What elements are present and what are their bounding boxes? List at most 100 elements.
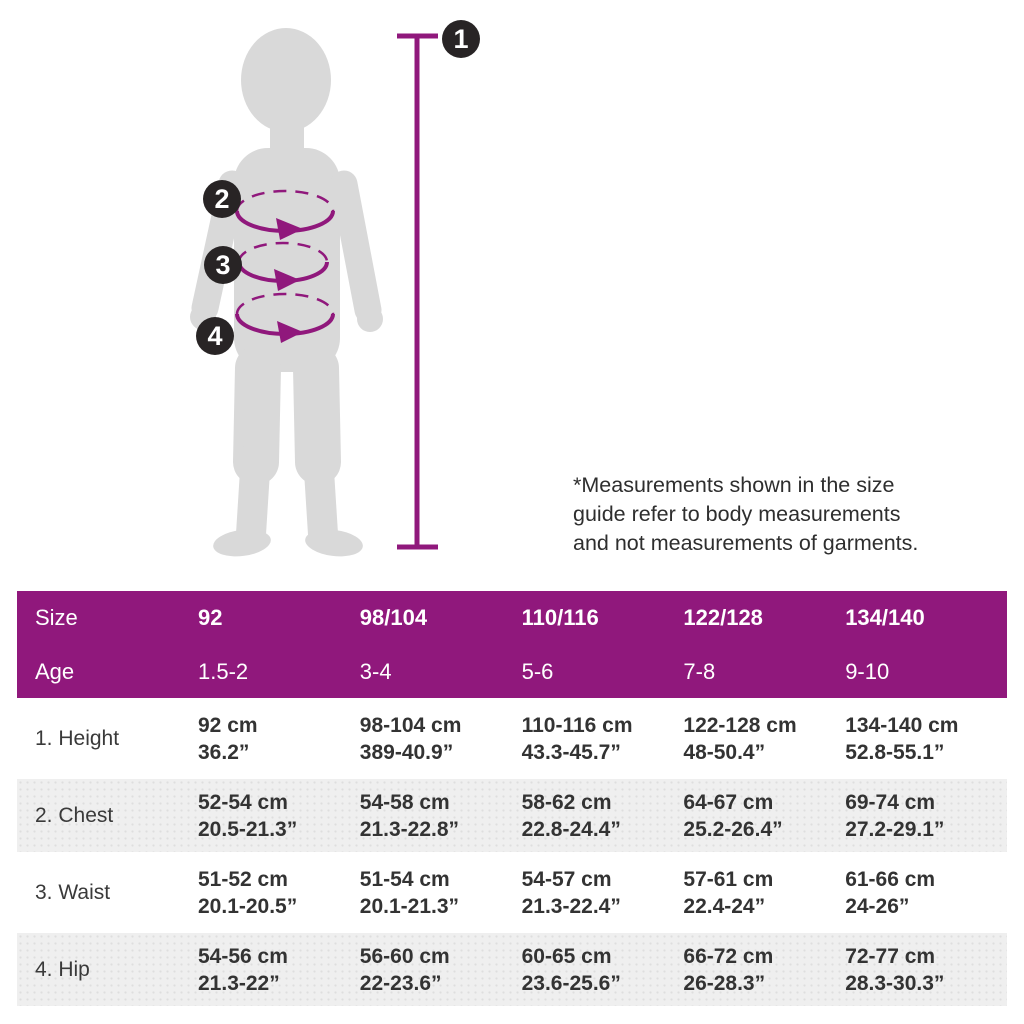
badge-4-circle (196, 317, 234, 355)
cm-value: 72-77 cm (845, 944, 936, 968)
inch-value: 48-50.4” (683, 740, 766, 764)
inch-value: 26-28.3” (683, 971, 766, 995)
header-size-92: 92 (198, 605, 223, 630)
body-measurement-figure: 1 2 3 4 (190, 20, 480, 557)
badge-2-number: 2 (214, 184, 229, 214)
waist-measure-ellipse (237, 241, 329, 291)
height-measure-line (397, 33, 438, 550)
silhouette-torso (234, 148, 340, 372)
badge-4-number: 4 (207, 321, 222, 351)
child-silhouette (190, 28, 383, 557)
cm-value: 57-61 cm (683, 867, 774, 891)
badge-3-number: 3 (215, 250, 230, 280)
waist-cell-3: 54-57 cm 21.3-22.4” (522, 866, 684, 920)
inch-value: 25.2-26.4” (683, 817, 783, 841)
hip-cell-1: 54-56 cm 21.3-22” (198, 943, 360, 997)
badge-chest: 2 (203, 180, 241, 218)
cm-value: 52-54 cm (198, 790, 288, 814)
badge-1-circle (442, 20, 480, 58)
inch-value: 20.1-21.3” (359, 894, 460, 918)
waist-ellipse-dashed-arc (237, 241, 329, 263)
silhouette-left-foot (213, 529, 271, 557)
height-cell-3: 110-116 cm 43.3-45.7” (522, 712, 684, 766)
badge-hip: 4 (196, 317, 234, 355)
measurements-note-line2: guide refer to body measurements (573, 502, 901, 526)
silhouette-neck (270, 112, 304, 152)
badge-waist: 3 (204, 246, 242, 284)
inch-value: 52.8-55.1” (845, 740, 945, 764)
chest-cell-3: 58-62 cm 22.8-24.4” (522, 789, 684, 843)
badge-3-circle (204, 246, 242, 284)
inch-value: 28.3-30.3” (845, 971, 945, 995)
hip-measure-ellipse (235, 292, 335, 343)
chest-cell-5: 69-74 cm 27.2-29.1” (845, 789, 1007, 843)
hip-ellipse-dashed-arc (235, 292, 335, 315)
height-cell-1: 92 cm 36.2” (198, 712, 360, 766)
size-table: Size 92 98/104 110/116 122/128 134/140 A… (17, 591, 1007, 1006)
cm-value: 69-74 cm (845, 790, 936, 814)
inch-value: 23.6-25.6” (521, 971, 621, 995)
height-cell-4: 122-128 cm 48-50.4” (683, 712, 845, 766)
inch-value: 21.3-22.8” (359, 817, 460, 841)
hip-cell-5: 72-77 cm 28.3-30.3” (845, 943, 1007, 997)
header-size-122-128: 122/128 (683, 605, 763, 630)
cm-value: 54-58 cm (359, 790, 450, 814)
hip-cell-3: 60-65 cm 23.6-25.6” (522, 943, 684, 997)
silhouette-left-calf (236, 440, 271, 549)
cm-value: 60-65 cm (521, 944, 612, 968)
inch-value: 20.1-20.5” (198, 894, 298, 918)
badge-height: 1 (442, 20, 480, 58)
inch-value: 43.3-45.7” (521, 740, 621, 764)
header-age-2: 3-4 (359, 658, 392, 684)
waist-cell-2: 51-54 cm 20.1-21.3” (360, 866, 522, 920)
waist-cell-4: 57-61 cm 22.4-24” (683, 866, 845, 920)
inch-value: 21.3-22” (198, 971, 280, 995)
inch-value: 22.4-24” (683, 894, 766, 918)
hip-arrowhead-icon (277, 321, 303, 343)
silhouette-right-arm (330, 170, 382, 324)
cm-value: 51-54 cm (359, 867, 450, 891)
cm-value: 64-67 cm (683, 790, 774, 814)
measurements-note-line3: and not measurements of garments. (573, 531, 919, 555)
size-table-header: Size 92 98/104 110/116 122/128 134/140 A… (17, 591, 1007, 698)
cm-value: 134-140 cm (845, 713, 959, 737)
header-age-label: Age (35, 658, 75, 684)
measurements-note-line1: *Measurements shown in the size (573, 473, 895, 497)
header-size-98-104: 98/104 (359, 605, 428, 630)
hip-cell-2: 56-60 cm 22-23.6” (360, 943, 522, 997)
cm-value: 66-72 cm (683, 944, 774, 968)
cm-value: 110-116 cm (521, 713, 633, 737)
cm-value: 122-128 cm (683, 713, 797, 737)
table-row-hip: 4. Hip 54-56 cm 21.3-22” 56-60 cm 22-23.… (17, 933, 1007, 1006)
chest-cell-4: 64-67 cm 25.2-26.4” (683, 789, 845, 843)
table-row-chest: 2. Chest 52-54 cm 20.5-21.3” 54-58 cm 21… (17, 779, 1007, 852)
silhouette-right-hand (357, 306, 383, 332)
inch-value: 22.8-24.4” (521, 817, 621, 841)
row-label-chest: 2. Chest (35, 803, 114, 827)
row-label-height: 1. Height (35, 726, 120, 750)
row-label-hip: 4. Hip (35, 957, 90, 981)
header-size-110-116: 110/116 (521, 605, 599, 630)
silhouette-right-calf (303, 440, 338, 549)
waist-cell-5: 61-66 cm 24-26” (845, 866, 1007, 920)
hip-cell-4: 66-72 cm 26-28.3” (683, 943, 845, 997)
cm-value: 54-56 cm (198, 944, 288, 968)
inch-value: 36.2” (198, 740, 250, 764)
header-size-row: Size 92 98/104 110/116 122/128 134/140 (17, 591, 1007, 645)
chest-ellipse-dashed-arc (235, 189, 335, 212)
silhouette-right-foot (305, 529, 363, 557)
height-cell-2: 98-104 cm 389-40.9” (360, 712, 522, 766)
inch-value: 21.3-22.4” (521, 894, 621, 918)
header-age-5: 9-10 (845, 658, 890, 684)
inch-value: 20.5-21.3” (198, 817, 298, 841)
inch-value: 24-26” (845, 894, 910, 918)
header-age-row: Age 1.5-2 3-4 5-6 7-8 9-10 (17, 645, 1007, 698)
table-row-waist: 3. Waist 51-52 cm 20.1-20.5” 51-54 cm 20… (17, 856, 1007, 929)
inch-value: 27.2-29.1” (845, 817, 945, 841)
silhouette-head (241, 28, 331, 132)
cm-value: 58-62 cm (521, 790, 612, 814)
badge-1-number: 1 (453, 24, 468, 54)
header-age-1: 1.5-2 (198, 658, 249, 684)
chest-arrowhead-icon (276, 218, 303, 240)
